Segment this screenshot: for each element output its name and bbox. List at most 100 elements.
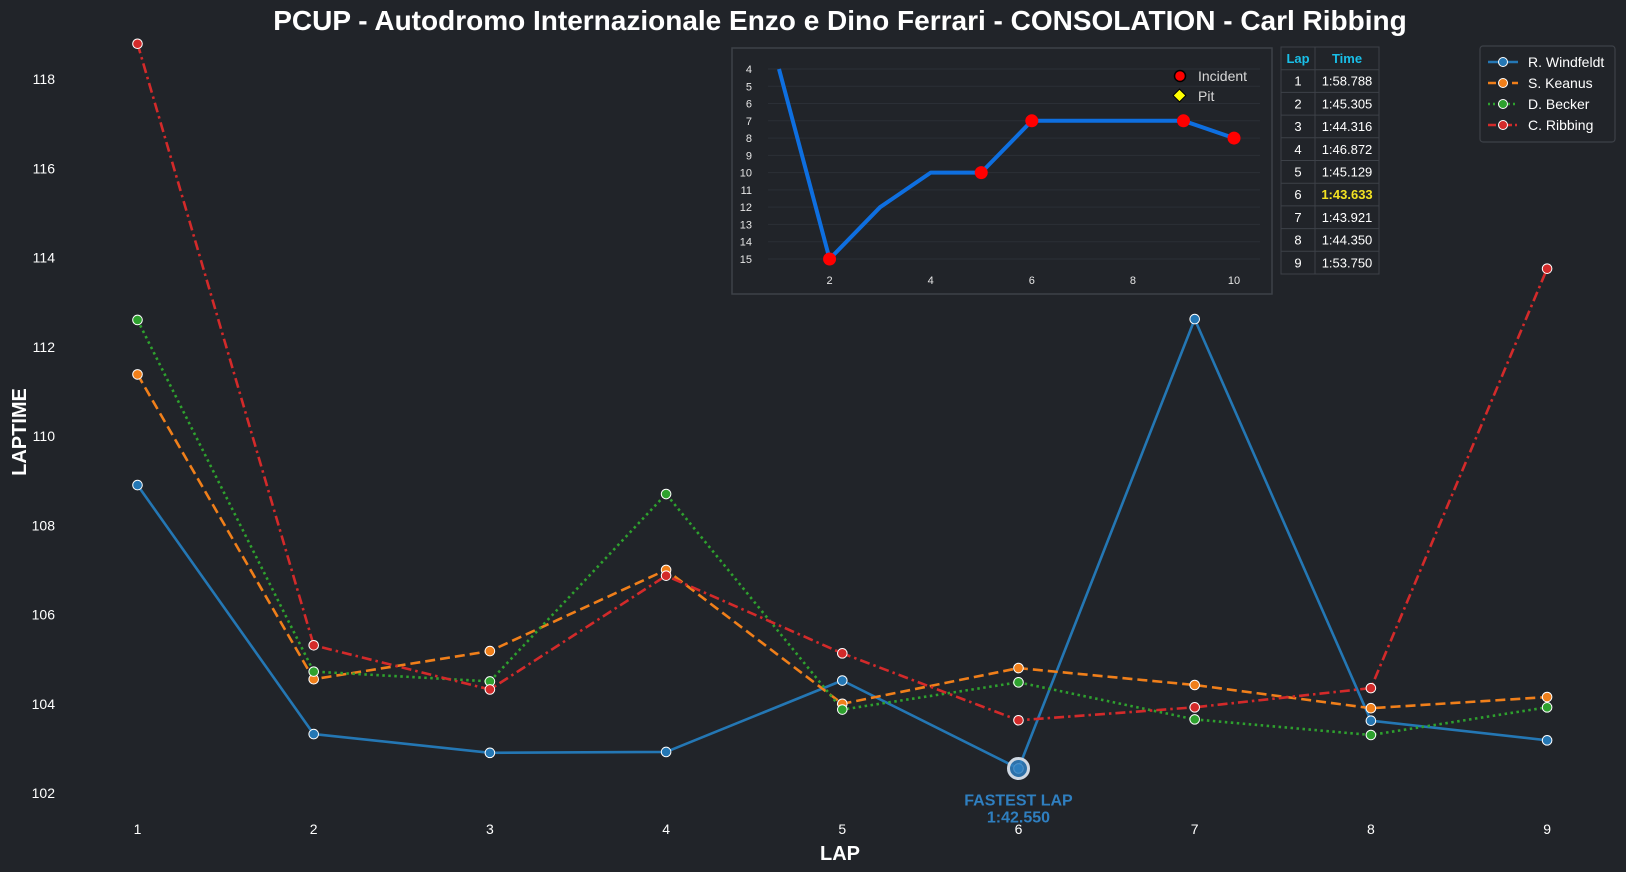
x-tick-label: 3	[486, 821, 494, 837]
lap-time-table: Lap Time 1 1:58.788 2 1:45.305 3 1:44.316 4 1:46.…	[1280, 46, 1380, 275]
position-inset-x-tick: 4	[928, 275, 934, 287]
series-point-becker	[1541, 702, 1553, 713]
lap-table-time: 1:45.305	[1322, 96, 1373, 111]
y-axis-label: LAPTIME	[9, 388, 31, 476]
lap-table-lap: 1	[1294, 74, 1301, 89]
position-inset: 4 5 6 7 8 9 10 11 12 13 14 15 2 4 6 8 10 Incident Pit	[731, 47, 1273, 295]
x-tick-label: 8	[1367, 821, 1375, 837]
incident-marker	[1227, 131, 1241, 145]
position-inset-y-tick: 15	[740, 254, 752, 266]
lap-table-time: 1:44.316	[1322, 119, 1373, 134]
y-tick-label: 104	[32, 696, 56, 712]
lap-table-time: 1:43.633	[1321, 187, 1372, 202]
pit-legend-label: Pit	[1198, 88, 1214, 104]
x-axis-ticks: 1 2 3 4 5 6 7 8 9	[134, 821, 1552, 837]
series-point-keanus	[1189, 679, 1200, 691]
series-point-windfeldt	[308, 728, 320, 740]
incident-legend-icon	[1173, 69, 1187, 83]
legend-ribbing-marker	[1498, 120, 1508, 130]
series-point-ribbing	[837, 648, 848, 659]
series-point-becker	[1013, 677, 1024, 688]
lap-table-lap: 5	[1294, 165, 1301, 180]
y-tick-label: 118	[33, 71, 56, 87]
position-inset-y-tick: 13	[740, 219, 752, 231]
series-point-becker	[1365, 729, 1377, 741]
series-point-becker	[132, 314, 143, 326]
fastest-lap-annotation: FASTEST LAP 1:42.550	[964, 756, 1073, 826]
position-inset-y-tick: 5	[746, 81, 752, 93]
series-point-becker	[1189, 714, 1200, 725]
series-point-becker	[837, 704, 848, 715]
series-legend-frame	[1479, 45, 1616, 143]
lap-table-header: Lap	[1286, 51, 1309, 66]
position-inset-x-tick: 2	[826, 275, 832, 287]
y-tick-label: 106	[32, 607, 56, 623]
position-inset-x-tick: 10	[1228, 275, 1240, 287]
series-point-ribbing	[1189, 702, 1200, 713]
legend-windfeldt-label: R. Windfeldt	[1528, 54, 1604, 70]
series-point-windfeldt	[660, 746, 672, 758]
x-tick-label: 9	[1543, 821, 1551, 837]
incident-marker	[823, 252, 837, 266]
series-point-keanus	[132, 369, 143, 380]
lap-table-time: 1:45.129	[1322, 165, 1373, 180]
series-point-windfeldt	[1365, 715, 1377, 727]
lap-table-time: 1:53.750	[1322, 255, 1373, 270]
x-axis-label: LAP	[820, 843, 860, 865]
incident-marker	[1025, 114, 1039, 128]
series-point-ribbing	[1541, 263, 1553, 274]
series-point-windfeldt	[837, 675, 848, 686]
legend-keanus-label: S. Keanus	[1528, 75, 1593, 91]
position-inset-y-tick: 6	[746, 99, 752, 111]
y-tick-label: 112	[33, 339, 56, 355]
lap-table-time: 1:44.350	[1322, 233, 1373, 248]
y-tick-label: 116	[33, 160, 56, 176]
x-tick-label: 1	[134, 821, 142, 837]
series-point-ribbing	[132, 38, 143, 50]
y-axis-ticks: 102 104 106 108 110 112 114 116 118	[32, 71, 56, 801]
lap-table-time: 1:46.872	[1322, 142, 1373, 157]
series-point-becker	[308, 666, 320, 677]
position-inset-y-tick: 11	[741, 185, 752, 197]
x-tick-label: 4	[662, 821, 670, 837]
legend-keanus-marker	[1498, 78, 1508, 88]
x-tick-label: 2	[310, 821, 318, 837]
y-tick-label: 114	[33, 250, 56, 266]
lap-table-lap: 7	[1294, 210, 1301, 225]
series-point-keanus	[1013, 662, 1024, 674]
fastest-lap-marker	[1007, 756, 1030, 780]
pit-legend-icon	[1172, 88, 1187, 103]
series-point-ribbing	[484, 684, 496, 695]
position-inset-y-tick: 10	[740, 168, 752, 180]
series-point-ribbing	[1365, 682, 1377, 694]
position-line	[777, 68, 1235, 261]
position-inset-y-tick: 4	[746, 64, 752, 76]
series-point-keanus	[484, 645, 496, 657]
fastest-lap-value: 1:42.550	[987, 809, 1050, 826]
legend-becker-marker	[1498, 99, 1508, 109]
y-tick-label: 102	[32, 785, 56, 801]
incident-markers	[823, 114, 1241, 266]
series-point-windfeldt	[1189, 313, 1200, 325]
lap-table-time: 1:58.788	[1322, 74, 1373, 89]
position-inset-y-tick: 7	[746, 116, 752, 128]
lap-table-lap: 2	[1294, 96, 1301, 111]
series-point-becker	[660, 488, 672, 500]
position-inset-legend: Incident Pit	[1172, 68, 1247, 104]
lap-table-lap: 6	[1294, 187, 1301, 202]
position-inset-y-tick: 14	[740, 237, 752, 249]
chart-title: PCUP - Autodromo Internazionale Enzo e D…	[273, 5, 1407, 36]
lap-table-lap: 3	[1294, 119, 1301, 134]
series-point-windfeldt	[484, 747, 496, 759]
incident-legend-label: Incident	[1198, 68, 1247, 84]
series-point-keanus	[1541, 691, 1553, 703]
series-point-windfeldt	[1541, 735, 1553, 746]
series-point-windfeldt	[132, 479, 143, 491]
incident-marker	[974, 166, 988, 180]
x-tick-label: 7	[1191, 821, 1199, 837]
series-point-keanus	[1365, 702, 1377, 714]
lap-table-lap: 9	[1294, 255, 1301, 270]
incident-marker	[1176, 114, 1190, 128]
